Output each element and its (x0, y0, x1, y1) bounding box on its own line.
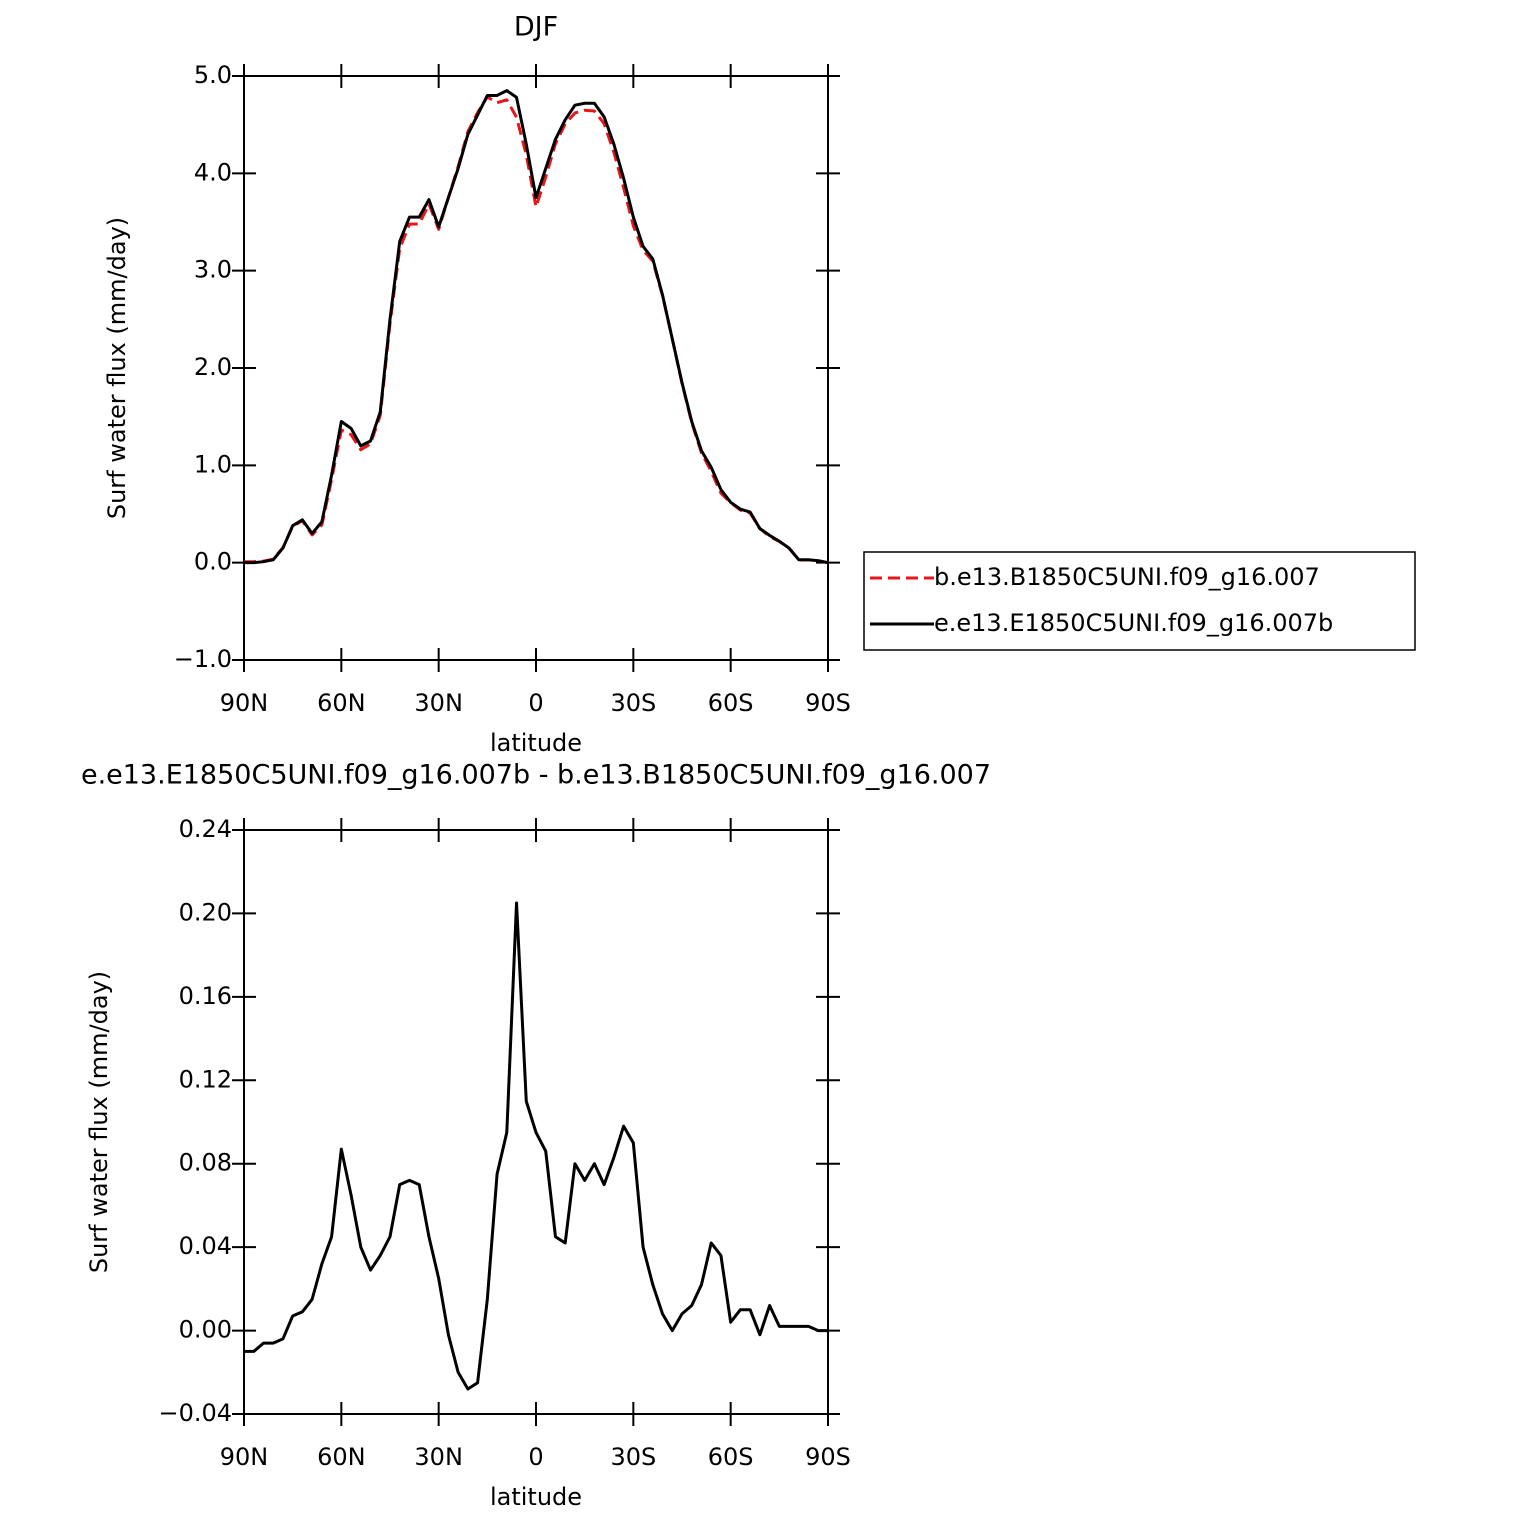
plot-frame (243, 75, 829, 661)
x-axis-label: latitude (490, 1483, 582, 1511)
y-tick-label: 3.0 (194, 256, 232, 284)
y-tick-label: −1.0 (174, 645, 232, 673)
y-axis-label: Surf water flux (mm/day) (103, 217, 131, 519)
y-tick-label: 4.0 (194, 158, 232, 186)
y-tick-label: 0.16 (179, 982, 232, 1010)
x-tick-label: 90S (805, 1443, 851, 1471)
y-tick-label: 0.04 (179, 1232, 232, 1260)
x-tick-label: 0 (528, 689, 543, 717)
y-tick-label: 0.12 (179, 1065, 232, 1093)
data-line (244, 95, 829, 565)
y-tick-label: 0.00 (179, 1316, 232, 1344)
data-line (244, 901, 828, 1391)
data-line (244, 89, 829, 565)
x-tick-label: 90N (220, 1443, 269, 1471)
x-tick-label: 60N (317, 689, 366, 717)
x-tick-label: 60S (708, 689, 754, 717)
x-tick-label: 0 (528, 1443, 543, 1471)
y-tick-label: 2.0 (194, 353, 232, 381)
x-axis-label: latitude (490, 729, 582, 757)
legend-label: b.e13.B1850C5UNI.f09_g16.007 (934, 563, 1320, 591)
chart-title: DJF (514, 12, 558, 43)
y-tick-label: −0.04 (158, 1399, 232, 1427)
y-tick-label: 1.0 (194, 450, 232, 478)
y-tick-label: 0.0 (194, 548, 232, 576)
x-tick-label: 90S (805, 689, 851, 717)
y-tick-label: 0.08 (179, 1149, 232, 1177)
chart-title: e.e13.E1850C5UNI.f09_g16.007b - b.e13.B1… (81, 760, 991, 791)
x-tick-label: 90N (220, 689, 269, 717)
x-tick-label: 60N (317, 1443, 366, 1471)
x-tick-label: 30N (414, 689, 463, 717)
x-tick-label: 30S (610, 1443, 656, 1471)
y-tick-label: 0.24 (179, 815, 232, 843)
x-tick-label: 60S (708, 1443, 754, 1471)
y-tick-label: 0.20 (179, 898, 232, 926)
legend-label: e.e13.E1850C5UNI.f09_g16.007b (934, 609, 1333, 637)
y-axis-label: Surf water flux (mm/day) (85, 971, 113, 1273)
x-tick-label: 30N (414, 1443, 463, 1471)
y-tick-label: 5.0 (194, 61, 232, 89)
plot-frame (243, 829, 829, 1415)
legend-box (863, 551, 1416, 651)
x-tick-label: 30S (610, 689, 656, 717)
